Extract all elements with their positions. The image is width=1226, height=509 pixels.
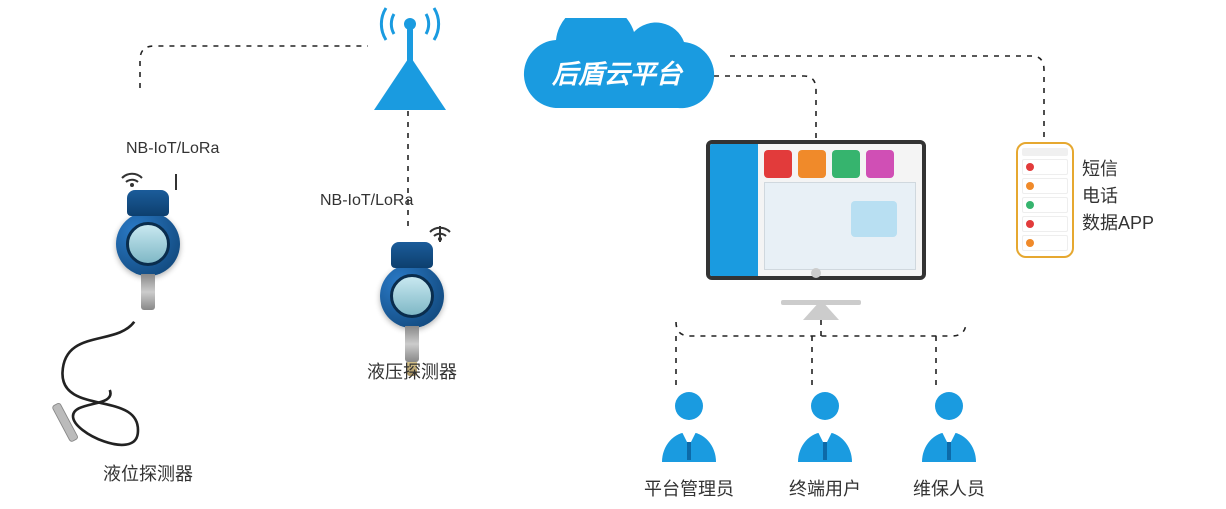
level-sensor-label: 液位探测器 [88,460,208,486]
cloud-platform: 后盾云平台 [500,18,730,133]
notification-channels: 短信 电话 数据APP [1082,156,1154,237]
person-label: 维保人员 [904,475,994,501]
cloud-label: 后盾云平台 [552,54,682,91]
monitor-dashboard [706,140,936,320]
person-0: 平台管理员 [644,388,734,501]
person-2: 维保人员 [904,388,994,501]
conn-label-1: NB-IoT/LoRa [126,140,219,158]
mobile-phone [1016,142,1074,258]
level-sensor: 液位探测器 [88,190,208,486]
person-1: 终端用户 [780,388,870,501]
person-label: 终端用户 [780,475,870,501]
channel-app: 数据APP [1082,210,1154,237]
channel-phone: 电话 [1082,183,1154,210]
wifi-icon [118,166,146,188]
person-label: 平台管理员 [644,475,734,501]
pressure-sensor-label: 液压探测器 [352,358,472,384]
pressure-sensor: 液压探测器 [352,242,472,384]
antenna-tower [360,6,460,121]
iot-architecture-diagram: 后盾云平台 NB-IoT/LoRa NB-IoT/LoRa 液位探测器 [0,0,1226,509]
conn-label-2: NB-IoT/LoRa [320,192,413,210]
channel-sms: 短信 [1082,156,1154,183]
